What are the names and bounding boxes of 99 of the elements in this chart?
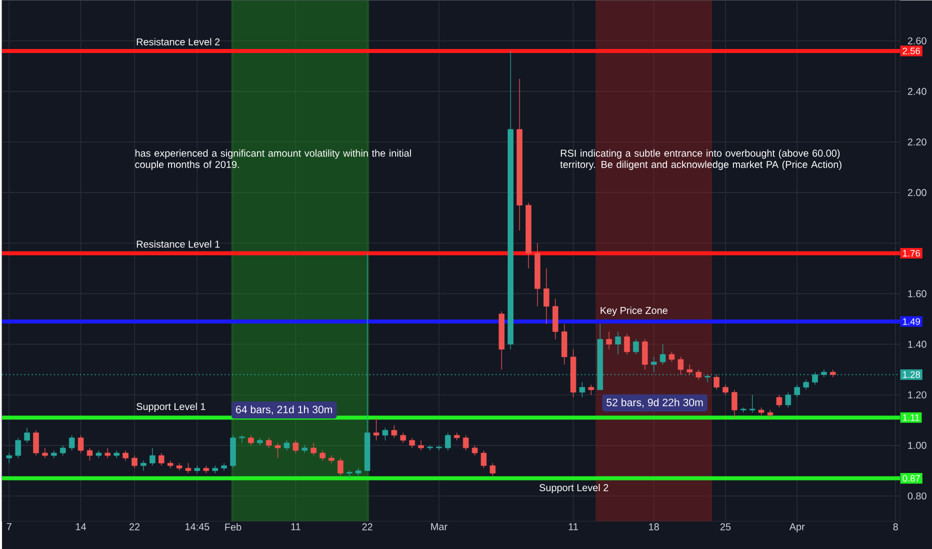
candlestick [409, 437, 415, 448]
x-tick-label: Feb [225, 523, 242, 530]
candlestick [615, 331, 621, 355]
x-tick-label: 14 [76, 523, 86, 530]
candlestick [239, 434, 245, 444]
candlestick [158, 452, 164, 466]
candlestick [418, 440, 424, 451]
y-tick-label: 2.40 [908, 88, 926, 95]
candlestick [221, 462, 227, 471]
x-tick-label: 7 [6, 523, 12, 530]
candlestick [33, 430, 39, 456]
candlestick [749, 394, 756, 413]
candlestick [722, 384, 728, 396]
candlestick [490, 462, 496, 476]
candlestick [373, 417, 380, 441]
annotation: 52 bars, 9d 22h 30m [606, 398, 703, 408]
candlestick [678, 356, 684, 375]
y-tick-label: 2.20 [908, 138, 926, 146]
candlestick [472, 444, 478, 456]
candlestick [78, 434, 84, 454]
candlestick [606, 331, 612, 350]
candlestick [122, 450, 128, 461]
ref-line-label: 1.11 [903, 414, 920, 421]
candlestick [714, 374, 720, 390]
candlestick [68, 434, 75, 451]
annotation: Key Price Zone [600, 306, 668, 316]
candlestick [830, 369, 836, 378]
x-tick-label: 22 [129, 523, 140, 530]
x-tick-label: 22 [362, 523, 372, 530]
candlestick [480, 450, 487, 468]
candlestick [624, 334, 630, 355]
ref-line-label: 2.56 [902, 48, 920, 54]
candlestick [284, 440, 290, 451]
candlestick [86, 448, 93, 461]
annotation: Support Level 1 [136, 402, 206, 412]
x-tick-label: 11 [291, 523, 300, 530]
x-tick-label: 25 [720, 523, 731, 530]
candlestick [544, 268, 550, 324]
ref-line-label: 1.76 [903, 250, 920, 256]
annotation: RSI indicating a subtle entrance into overbought (above 60.00) territory. Be diligent and acknowledge market PA (Price Action) [560, 149, 842, 170]
candlestick [42, 448, 48, 458]
ref-line-label: 0.87 [902, 474, 920, 482]
annotation: Resistance Level 2 [136, 38, 220, 46]
y-tick-label: 1.00 [908, 442, 926, 449]
candlestick [150, 448, 156, 466]
candlestick [462, 434, 469, 451]
x-tick-label: Mar [431, 523, 448, 530]
candlestick [803, 379, 809, 390]
candlestick [132, 455, 138, 468]
candlestick [266, 437, 272, 448]
candlestick [320, 450, 326, 461]
x-tick-label: 11 [568, 523, 578, 530]
candlestick [579, 382, 586, 398]
y-tick-label: 2.60 [908, 37, 926, 44]
candlestick [338, 458, 344, 476]
candlestick [6, 452, 12, 464]
candlestick [248, 434, 254, 446]
candlestick [104, 448, 111, 458]
candlestick [382, 427, 388, 441]
candlestick [660, 344, 666, 365]
y-tick-label: 1.40 [908, 340, 926, 348]
candlestick [185, 462, 192, 474]
candlestick [292, 440, 299, 454]
candlestick [15, 437, 22, 458]
candlestick [140, 460, 146, 471]
y-tick-label: 1.60 [908, 290, 926, 298]
candlestick [732, 389, 738, 418]
y-tick-label: 0.80 [908, 492, 926, 500]
candlestick [633, 338, 639, 355]
annotation: has experienced a significant amount volatility within the initial couple months of 2019. [135, 149, 411, 170]
candlestick [668, 351, 675, 362]
candlestick [400, 432, 406, 444]
candlestick [445, 432, 451, 451]
candlestick [60, 444, 66, 456]
candlestick [650, 356, 657, 372]
candlestick [642, 338, 648, 370]
candlestick [686, 364, 693, 375]
annotation: 64 bars, 21d 1h 30m [236, 405, 332, 414]
candlestick [794, 384, 800, 398]
candlestick [776, 394, 782, 408]
x-tick-label: 14:45 [186, 523, 210, 530]
y-tick-label: 2.00 [908, 188, 926, 196]
y-tick-label: 1.20 [908, 391, 926, 398]
candlestick [310, 442, 316, 456]
candlestick [427, 444, 433, 451]
x-tick-label: 18 [649, 523, 659, 530]
candlestick [696, 369, 702, 380]
candlestick [24, 427, 30, 444]
candlestick [274, 442, 281, 458]
candlestick [391, 424, 398, 438]
x-tick-label: Apr [789, 523, 805, 532]
ref-line-label: 1.28 [903, 371, 920, 378]
candlestick [588, 384, 594, 396]
ref-line-label: 1.49 [903, 318, 920, 325]
candlestick [436, 444, 442, 451]
annotation: Resistance Level 1 [136, 240, 220, 248]
annotation: Support Level 2 [540, 484, 608, 494]
candlestick [785, 392, 792, 408]
x-tick-label: 8 [893, 523, 898, 530]
